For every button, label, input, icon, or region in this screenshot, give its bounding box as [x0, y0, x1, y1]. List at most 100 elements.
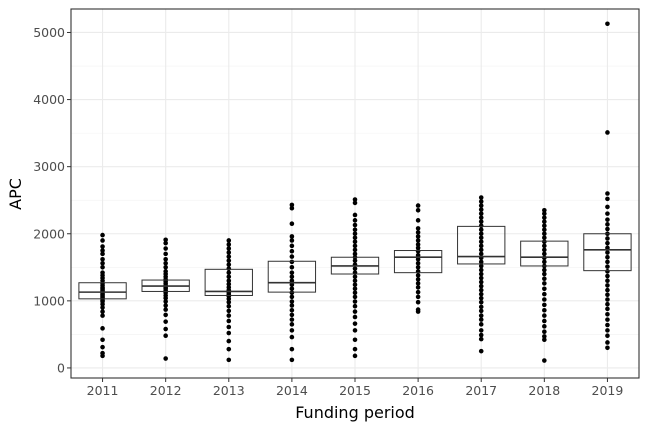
data-point	[226, 250, 232, 255]
data-point	[415, 299, 421, 305]
data-point	[478, 263, 484, 269]
data-point	[226, 270, 232, 275]
data-point	[352, 282, 358, 288]
box-2011	[78, 282, 127, 300]
data-point	[352, 243, 358, 249]
data-point	[478, 235, 484, 241]
data-point	[100, 238, 105, 243]
data-point	[542, 334, 547, 339]
data-point	[352, 235, 358, 241]
data-point	[289, 278, 295, 284]
data-point	[605, 333, 610, 339]
data-point	[415, 218, 421, 223]
data-point	[415, 203, 421, 208]
box-iqr	[457, 225, 506, 265]
data-point	[289, 290, 295, 296]
data-point	[352, 328, 358, 333]
x-tick-label: 2013	[213, 383, 245, 398]
data-point	[415, 289, 421, 295]
data-point	[226, 262, 232, 267]
data-point	[226, 330, 232, 336]
data-point	[163, 240, 168, 246]
data-point	[542, 271, 547, 277]
data-point	[289, 317, 295, 322]
data-point	[605, 340, 610, 345]
data-point	[352, 222, 358, 228]
data-point	[478, 322, 484, 327]
data-point	[352, 266, 358, 271]
data-point	[163, 307, 168, 312]
data-point	[478, 287, 484, 293]
data-point	[289, 274, 295, 279]
data-point	[163, 299, 168, 304]
data-point	[163, 265, 168, 270]
data-point	[226, 318, 232, 324]
data-point	[352, 227, 358, 233]
data-point	[289, 322, 295, 327]
data-point	[542, 329, 547, 335]
data-point	[289, 312, 295, 318]
data-point	[289, 265, 295, 270]
data-point	[415, 277, 421, 282]
data-point	[352, 294, 358, 300]
data-point	[542, 243, 547, 249]
data-point	[542, 227, 547, 233]
data-point	[415, 307, 421, 312]
data-point	[100, 251, 105, 257]
data-point	[352, 278, 358, 284]
data-point	[478, 317, 484, 322]
data-point	[478, 259, 484, 265]
data-point	[163, 246, 168, 251]
data-point	[226, 338, 232, 344]
data-point	[100, 256, 105, 262]
data-point	[605, 245, 610, 251]
data-point	[605, 317, 610, 322]
data-point	[605, 322, 610, 328]
data-point	[478, 203, 484, 208]
data-point	[289, 248, 295, 254]
data-point	[226, 313, 232, 318]
data-point	[226, 324, 232, 330]
box-iqr	[267, 260, 317, 293]
data-point	[289, 307, 295, 313]
box-2012	[141, 279, 190, 292]
y-axis: 0 1000 2000 3000 4000 5000	[33, 25, 71, 375]
data-point	[605, 287, 610, 293]
data-point	[478, 243, 484, 249]
data-point	[605, 301, 610, 307]
data-point	[415, 245, 421, 251]
data-point	[542, 219, 547, 224]
data-point	[478, 275, 484, 281]
data-point	[605, 328, 610, 333]
data-point	[289, 294, 295, 300]
x-tick-label: 2014	[276, 383, 308, 398]
box-2018	[520, 240, 569, 267]
data-point	[478, 223, 484, 229]
data-point	[415, 238, 421, 243]
data-point	[163, 237, 168, 243]
data-point	[605, 21, 610, 27]
data-point	[163, 303, 168, 308]
data-point	[352, 197, 358, 202]
data-point	[605, 345, 610, 351]
data-point	[478, 295, 484, 301]
data-point	[100, 248, 105, 253]
box-iqr	[393, 250, 443, 274]
data-point	[415, 207, 421, 213]
data-point	[100, 305, 105, 310]
data-point	[163, 269, 168, 274]
data-point	[163, 356, 168, 361]
data-point	[163, 319, 168, 324]
data-point	[352, 247, 358, 253]
data-point	[352, 290, 358, 296]
box-2013	[204, 268, 253, 296]
data-point	[289, 357, 295, 363]
data-point	[352, 346, 358, 352]
y-tick-label: 0	[57, 360, 65, 375]
data-point	[289, 286, 295, 292]
data-point	[415, 230, 421, 235]
data-point	[605, 226, 610, 232]
box-2014	[267, 260, 317, 293]
data-point	[605, 292, 610, 298]
